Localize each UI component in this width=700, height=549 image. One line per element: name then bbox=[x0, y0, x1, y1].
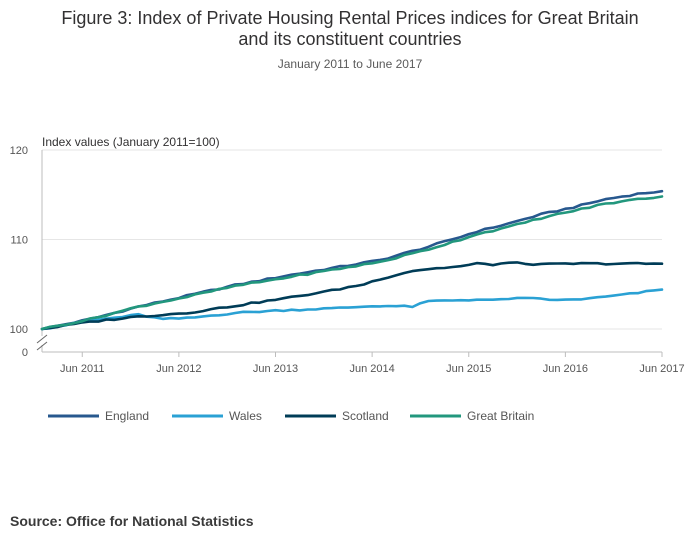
y-tick-label: 100 bbox=[10, 324, 28, 336]
legend-label-england: England bbox=[105, 409, 149, 423]
legend-label-wales: Wales bbox=[229, 409, 262, 423]
x-tick-label: Jun 2015 bbox=[446, 363, 491, 375]
x-tick-label: Jun 2017 bbox=[639, 363, 684, 375]
legend-label-scotland: Scotland bbox=[342, 409, 389, 423]
x-tick-label: Jun 2016 bbox=[543, 363, 588, 375]
x-tick-label: Jun 2011 bbox=[60, 363, 104, 375]
y-tick-label: 110 bbox=[10, 235, 28, 247]
series-line-wales bbox=[40, 288, 664, 331]
chart-title-line-1: Figure 3: Index of Private Housing Renta… bbox=[61, 8, 639, 28]
x-tick-label: Jun 2014 bbox=[349, 363, 394, 375]
x-tick-label: Jun 2013 bbox=[253, 363, 298, 375]
y-tick-label-zero: 0 bbox=[22, 347, 28, 359]
y-tick-label: 120 bbox=[10, 145, 28, 157]
legend-label-great-britain: Great Britain bbox=[467, 409, 534, 423]
source-note: Source: Office for National Statistics bbox=[10, 513, 254, 529]
series-line-great-britain bbox=[40, 195, 664, 331]
axis-break-mark-2 bbox=[36, 341, 48, 351]
x-tick-label: Jun 2012 bbox=[156, 363, 201, 375]
series-line-scotland bbox=[40, 261, 664, 331]
chart-title: Figure 3: Index of Private Housing Renta… bbox=[0, 8, 700, 50]
axis-break-mark-1 bbox=[36, 334, 48, 344]
chart-subtitle: January 2011 to June 2017 bbox=[277, 57, 423, 71]
y-axis-label: Index values (January 2011=100) bbox=[42, 135, 220, 149]
chart-title-line-2: and its constituent countries bbox=[238, 29, 462, 49]
